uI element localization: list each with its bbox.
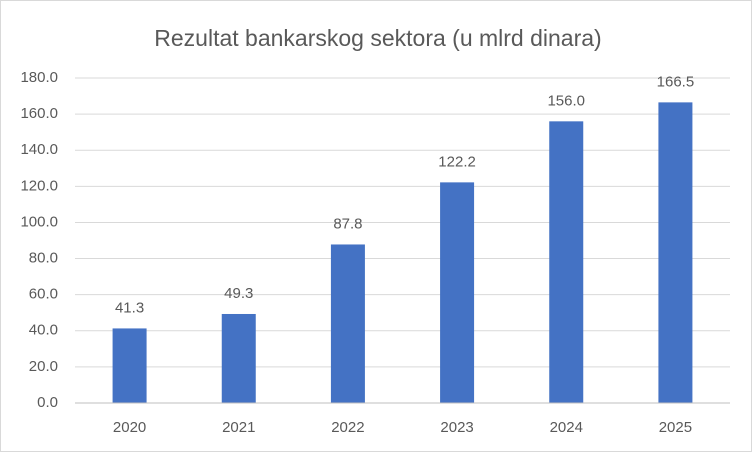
y-tick-label: 140.0	[20, 141, 58, 158]
x-tick-label: 2021	[222, 419, 255, 436]
y-tick-label: 60.0	[29, 286, 58, 303]
x-tick-label: 2024	[550, 419, 583, 436]
x-tick-label: 2025	[659, 419, 692, 436]
bar	[440, 182, 475, 403]
y-tick-label: 0.0	[37, 394, 58, 411]
bar	[330, 244, 365, 403]
x-tick-label: 2020	[113, 419, 146, 436]
bar	[658, 102, 693, 403]
value-label: 87.8	[333, 215, 362, 232]
y-tick-label: 120.0	[20, 177, 58, 194]
y-tick-label: 40.0	[29, 322, 58, 339]
y-tick-label: 100.0	[20, 213, 58, 230]
value-label: 122.2	[438, 153, 476, 170]
value-label: 156.0	[547, 92, 585, 109]
y-tick-label: 80.0	[29, 250, 58, 267]
x-tick-label: 2022	[331, 419, 364, 436]
bar	[549, 121, 584, 403]
y-tick-label: 160.0	[20, 105, 58, 122]
x-tick-label: 2023	[440, 419, 473, 436]
bar	[221, 313, 256, 403]
value-label: 49.3	[224, 285, 253, 302]
chart-title: Rezultat bankarskog sektora (u mlrd dina…	[154, 25, 601, 51]
value-label: 166.5	[657, 73, 695, 90]
bar	[112, 328, 147, 403]
value-label: 41.3	[115, 299, 144, 316]
y-tick-label: 180.0	[20, 69, 58, 86]
y-tick-label: 20.0	[29, 358, 58, 375]
